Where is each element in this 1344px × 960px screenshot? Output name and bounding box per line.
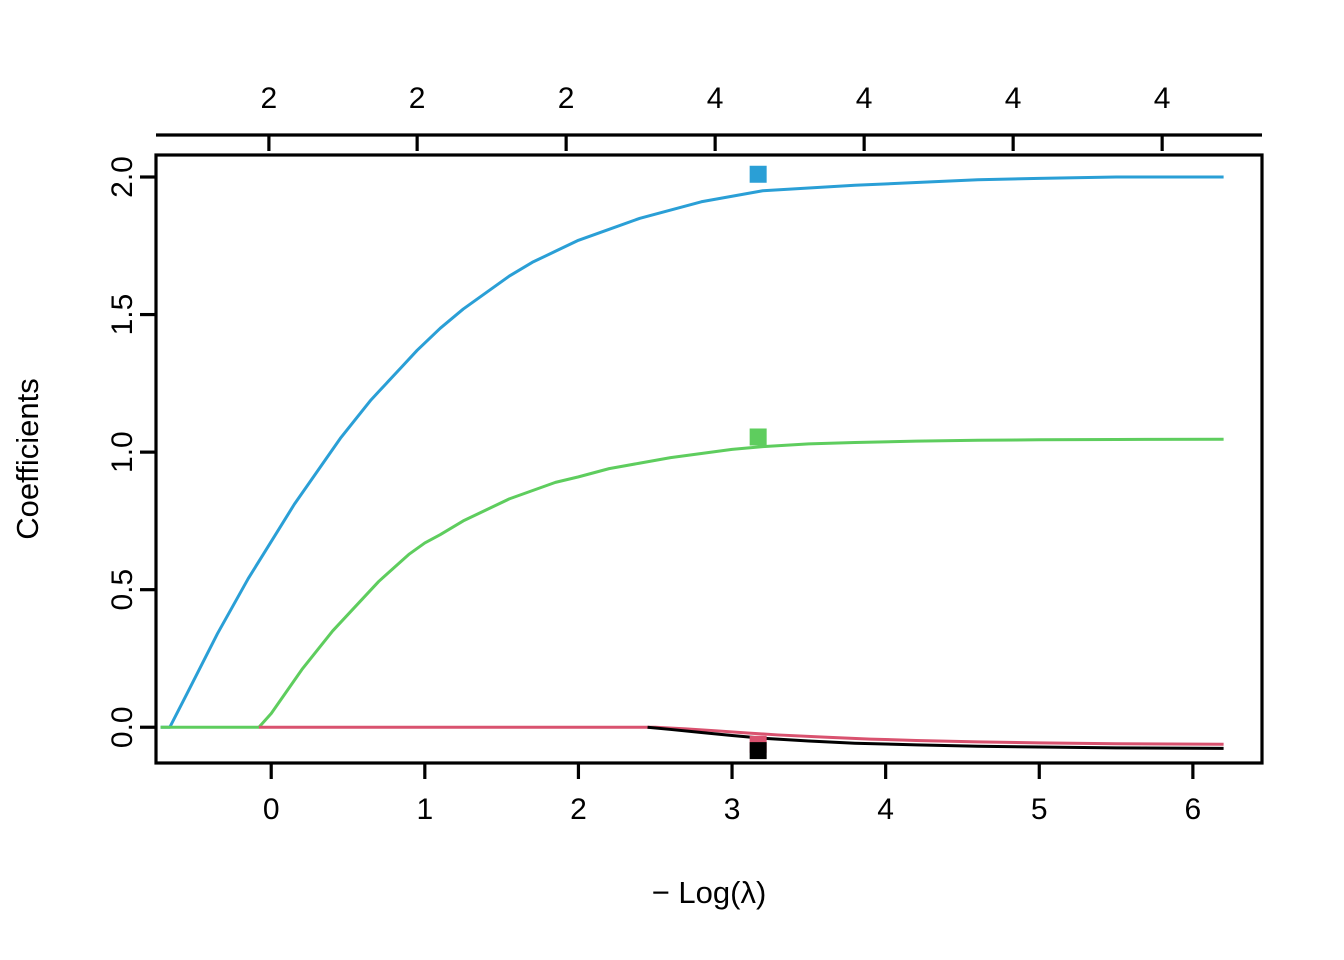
left-axis-tick-labels: 0.0 0.5 1.0 1.5 2.0 [106, 156, 139, 748]
left-tick-label: 1.5 [106, 294, 139, 336]
series-marker-v4 [749, 742, 767, 760]
left-axis-ticks [140, 175, 156, 729]
top-axis-tick-labels: 2 2 2 4 4 4 4 [261, 82, 1171, 115]
bottom-tick-label: 1 [416, 793, 433, 826]
top-axis-ticks [156, 133, 1262, 151]
top-tick-label: 2 [558, 82, 575, 115]
series-line-v3 [258, 725, 1224, 746]
left-tick-label: 0.5 [106, 569, 139, 611]
series-marker-v1 [749, 165, 767, 183]
bottom-tick-label: 5 [1031, 793, 1048, 826]
y-axis-title: Coefficients [10, 378, 45, 539]
series-marker-v2 [749, 428, 767, 446]
bottom-tick-label: 6 [1185, 793, 1202, 826]
left-tick-label: 0.0 [106, 706, 139, 748]
bottom-tick-label: 0 [263, 793, 280, 826]
top-tick-label: 2 [409, 82, 426, 115]
left-tick-label: 1.0 [106, 431, 139, 473]
series-line-v2 [160, 437, 1224, 729]
series-markers [749, 165, 767, 760]
bottom-tick-label: 3 [724, 793, 741, 826]
series-line-v4 [647, 725, 1224, 750]
top-tick-label: 2 [261, 82, 278, 115]
bottom-tick-label: 2 [570, 793, 587, 826]
top-tick-label: 4 [707, 82, 724, 115]
bottom-tick-label: 4 [877, 793, 894, 826]
series-lines [160, 175, 1224, 750]
x-axis-title: − Log(λ) [652, 875, 767, 910]
bottom-axis-ticks [269, 763, 1195, 779]
bottom-axis-tick-labels: 0 1 2 3 4 5 6 [263, 793, 1201, 826]
top-tick-label: 4 [1005, 82, 1022, 115]
top-tick-label: 4 [1154, 82, 1171, 115]
series-line-v1 [160, 175, 1224, 729]
plot-frame [154, 153, 1264, 765]
top-tick-label: 4 [856, 82, 873, 115]
left-tick-label: 2.0 [106, 156, 139, 198]
